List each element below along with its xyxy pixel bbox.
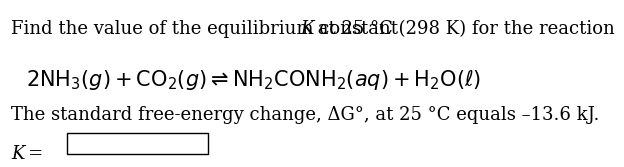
Text: at 25 °C (298 K) for the reaction: at 25 °C (298 K) for the reaction bbox=[312, 21, 615, 38]
Text: K: K bbox=[301, 21, 314, 38]
Text: Find the value of the equilibrium constant: Find the value of the equilibrium consta… bbox=[11, 21, 404, 38]
Text: $2\mathrm{NH_3}(g) + \mathrm{CO_2}(g) \rightleftharpoons \mathrm{NH_2CONH_2}(aq): $2\mathrm{NH_3}(g) + \mathrm{CO_2}(g) \r… bbox=[26, 68, 481, 92]
FancyBboxPatch shape bbox=[67, 133, 208, 154]
Text: K =: K = bbox=[11, 145, 44, 162]
Text: The standard free-energy change, ΔG°, at 25 °C equals –13.6 kJ.: The standard free-energy change, ΔG°, at… bbox=[11, 106, 600, 124]
